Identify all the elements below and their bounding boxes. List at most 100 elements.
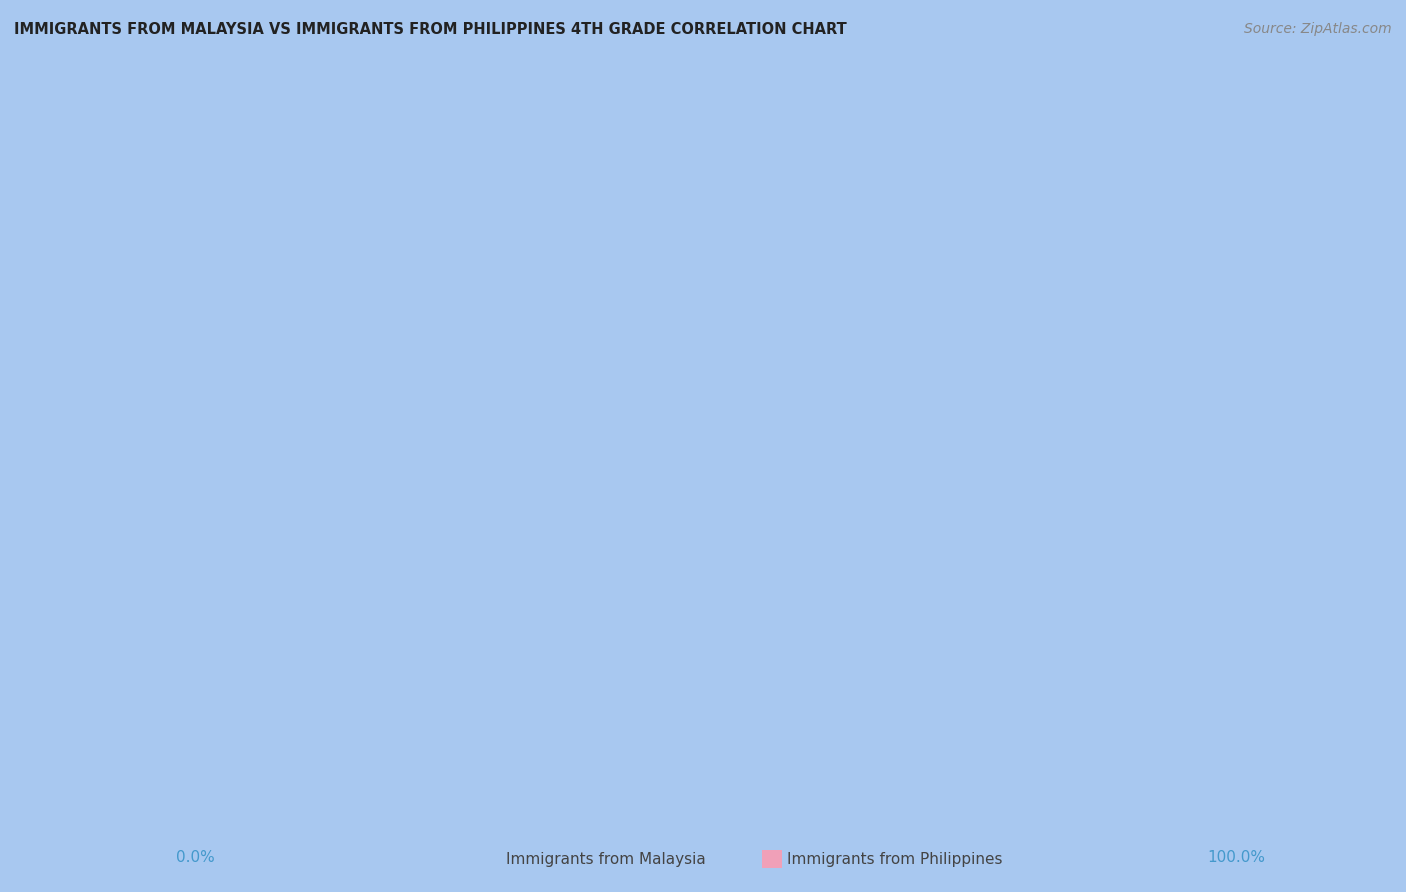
Point bbox=[79, 153, 101, 168]
Point bbox=[75, 132, 97, 146]
Point bbox=[337, 178, 360, 193]
Text: Immigrants from Malaysia: Immigrants from Malaysia bbox=[506, 853, 706, 867]
Point bbox=[368, 200, 391, 214]
Point bbox=[76, 178, 98, 192]
Point bbox=[401, 232, 423, 246]
Point bbox=[76, 716, 98, 731]
Point bbox=[89, 401, 111, 416]
Point bbox=[246, 148, 269, 162]
Point bbox=[637, 255, 659, 269]
Point bbox=[1077, 367, 1099, 381]
Point bbox=[221, 179, 243, 194]
Point bbox=[432, 187, 454, 202]
Point bbox=[731, 254, 754, 268]
Point bbox=[492, 205, 515, 219]
Point bbox=[108, 161, 131, 175]
Point bbox=[77, 156, 100, 170]
Point bbox=[1066, 732, 1088, 747]
Point bbox=[533, 239, 555, 253]
Point bbox=[77, 708, 100, 723]
Point bbox=[75, 202, 97, 216]
Point bbox=[1040, 308, 1063, 322]
Point bbox=[75, 135, 97, 149]
Point bbox=[149, 112, 172, 127]
Point bbox=[76, 322, 98, 336]
Point bbox=[198, 187, 221, 202]
Point bbox=[136, 135, 159, 149]
Point bbox=[253, 541, 276, 555]
Point bbox=[404, 212, 426, 227]
Point bbox=[747, 260, 769, 275]
Point bbox=[76, 313, 98, 327]
Point bbox=[91, 127, 114, 141]
Point bbox=[157, 151, 180, 165]
Point bbox=[752, 214, 775, 228]
Point bbox=[77, 589, 100, 603]
Point bbox=[454, 257, 477, 271]
Point bbox=[214, 172, 236, 186]
Point bbox=[79, 252, 101, 266]
Point bbox=[224, 216, 246, 230]
Point bbox=[420, 215, 443, 229]
Text: 100.0%: 100.0% bbox=[1208, 850, 1265, 865]
Point bbox=[326, 275, 349, 289]
Point bbox=[87, 158, 110, 172]
Point bbox=[75, 463, 97, 477]
Point bbox=[77, 309, 100, 323]
Point bbox=[83, 164, 105, 178]
Point bbox=[842, 306, 865, 320]
Text: ZIPatlas: ZIPatlas bbox=[464, 417, 900, 507]
Point bbox=[510, 207, 533, 221]
Point bbox=[75, 293, 97, 308]
Point bbox=[79, 161, 101, 176]
Point bbox=[531, 202, 554, 216]
Point bbox=[108, 150, 131, 164]
Point bbox=[862, 300, 884, 314]
Point bbox=[595, 280, 617, 294]
Point bbox=[83, 117, 105, 131]
Point bbox=[742, 444, 765, 458]
Point bbox=[79, 248, 101, 262]
Point bbox=[1146, 319, 1168, 334]
Point bbox=[75, 127, 97, 141]
Point bbox=[73, 208, 96, 222]
Point bbox=[179, 163, 201, 178]
Point bbox=[837, 327, 859, 342]
Point bbox=[124, 152, 146, 166]
Text: 0.0%: 0.0% bbox=[176, 850, 215, 865]
Point bbox=[468, 236, 491, 251]
Point bbox=[834, 226, 856, 240]
Point bbox=[84, 199, 107, 213]
Point bbox=[75, 362, 97, 376]
Point bbox=[73, 120, 96, 135]
Point bbox=[243, 181, 266, 195]
Point bbox=[75, 161, 97, 175]
Point bbox=[163, 128, 186, 142]
Point bbox=[905, 318, 928, 332]
Point bbox=[80, 201, 103, 215]
Point bbox=[378, 234, 401, 248]
Point bbox=[76, 166, 98, 180]
Point bbox=[195, 161, 218, 175]
Point bbox=[76, 113, 98, 128]
Point bbox=[76, 145, 98, 159]
Point bbox=[83, 397, 105, 411]
Point bbox=[75, 212, 97, 227]
Point bbox=[76, 150, 98, 164]
Point bbox=[83, 120, 105, 135]
Point bbox=[73, 409, 96, 424]
Text: Source: ZipAtlas.com: Source: ZipAtlas.com bbox=[1244, 22, 1392, 37]
Point bbox=[678, 312, 700, 326]
Point bbox=[75, 352, 97, 367]
Point bbox=[763, 258, 786, 272]
Point bbox=[75, 228, 97, 243]
Point bbox=[79, 140, 101, 154]
Point bbox=[86, 157, 108, 171]
Point bbox=[73, 220, 96, 235]
Point bbox=[274, 178, 297, 193]
Point bbox=[219, 194, 242, 209]
Point bbox=[89, 312, 111, 326]
Point bbox=[162, 152, 184, 166]
Point bbox=[79, 138, 101, 153]
Point bbox=[191, 183, 214, 197]
